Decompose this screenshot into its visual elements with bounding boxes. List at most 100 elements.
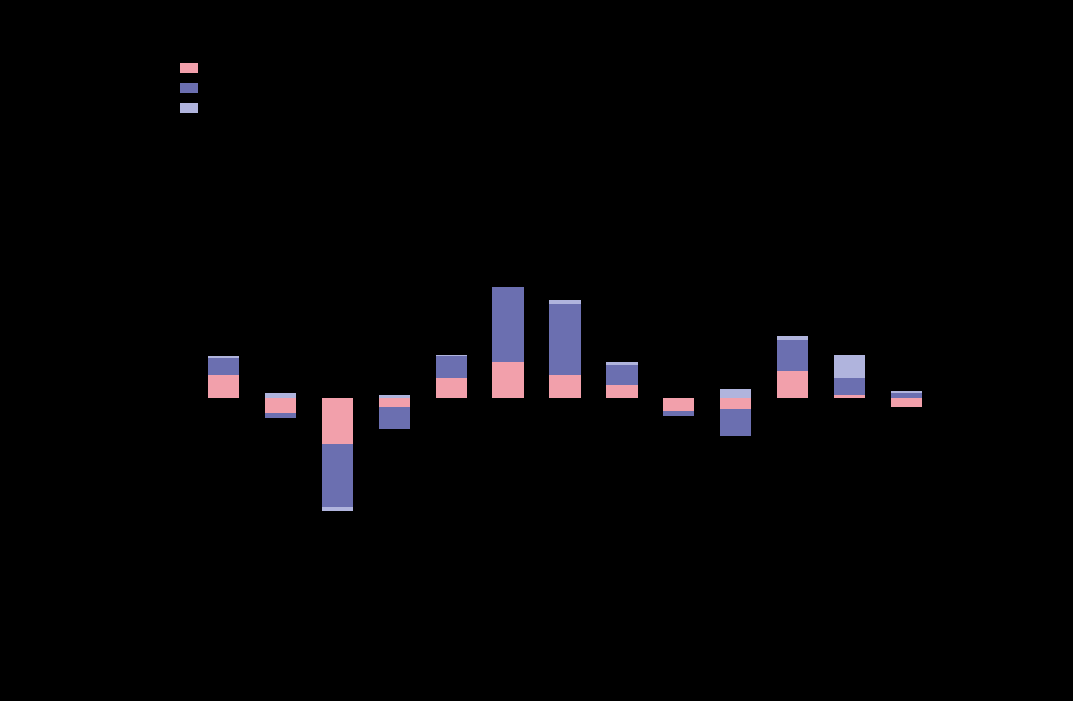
bar-segment-public xyxy=(606,362,637,366)
legend-line-icon xyxy=(180,127,198,129)
xtick-label: 2012 xyxy=(211,586,235,598)
bar-group xyxy=(720,180,751,580)
bar-segment-residential xyxy=(492,362,523,398)
bar-segment-private_ex_res xyxy=(492,287,523,362)
ytick-label: 6 xyxy=(155,283,187,295)
bar-segment-private_ex_res xyxy=(436,356,467,378)
legend-item: Private investment excl. residential con… xyxy=(180,80,459,96)
bar-group xyxy=(436,180,467,580)
legend-label: Public investment xyxy=(206,100,300,116)
xtick-label: 2016 xyxy=(439,586,463,598)
bar-group xyxy=(492,180,523,580)
bar-group xyxy=(549,180,580,580)
xtick-label: 2022f xyxy=(779,586,807,598)
xtick-label: 2014 xyxy=(325,586,349,598)
legend-label: Total investment xyxy=(206,120,293,136)
ytick-label: 8 xyxy=(155,247,187,259)
bar-segment-residential xyxy=(720,398,751,409)
bar-segment-private_ex_res xyxy=(834,378,865,394)
ytick-label: 0 xyxy=(155,392,187,404)
bar-segment-public xyxy=(777,336,808,340)
plot-area: -10-8-6-4-202468101220122013201420152016… xyxy=(195,180,935,580)
bar-segment-residential xyxy=(265,398,296,413)
bar-segment-public xyxy=(436,355,467,357)
bar-segment-private_ex_res xyxy=(379,407,410,429)
bar-group xyxy=(208,180,239,580)
bar-group xyxy=(663,180,694,580)
bar-segment-public xyxy=(265,393,296,398)
legend-swatch xyxy=(180,83,198,93)
bar-segment-private_ex_res xyxy=(720,409,751,436)
bar-segment-public xyxy=(379,395,410,399)
ytick-label: 10 xyxy=(155,210,187,222)
ytick-label: -8 xyxy=(155,538,187,550)
total-line-segment xyxy=(867,355,889,401)
bar-group xyxy=(322,180,353,580)
bar-segment-residential xyxy=(379,398,410,407)
footer-date: 6.7.2022 xyxy=(175,650,314,662)
bar-segment-public xyxy=(720,389,751,398)
xtick-label: 2020 xyxy=(667,586,691,598)
total-line-segment xyxy=(469,287,491,354)
total-line-segment xyxy=(412,355,434,426)
bar-segment-private_ex_res xyxy=(606,365,637,385)
legend-swatch xyxy=(180,63,198,73)
chart-container: Residential construction investment Priva… xyxy=(175,60,935,620)
total-line-segment xyxy=(640,362,662,417)
ytick-label: -4 xyxy=(155,465,187,477)
bar-segment-public xyxy=(208,356,239,358)
total-line-segment xyxy=(355,426,377,511)
footer-code: 38284@InvestoinnitAnnual_EN xyxy=(175,674,314,686)
bar-segment-private_ex_res xyxy=(663,411,694,416)
total-line-segment xyxy=(241,356,263,412)
bar-segment-residential xyxy=(436,378,467,398)
bar-segment-private_ex_res xyxy=(322,444,353,508)
bar-segment-public xyxy=(549,300,580,304)
bar-segment-public xyxy=(322,507,353,511)
ytick-label: 4 xyxy=(155,319,187,331)
legend-label: Private investment excl. residential con… xyxy=(206,80,459,96)
xtick-label: 2019 xyxy=(610,586,634,598)
bar-segment-private_ex_res xyxy=(549,304,580,375)
total-line-segment xyxy=(298,413,320,511)
bar-segment-residential xyxy=(322,398,353,443)
bar-group xyxy=(379,180,410,580)
legend-swatch xyxy=(180,103,198,113)
bar-group xyxy=(606,180,637,580)
legend-label: Residential construction investment xyxy=(206,60,395,76)
total-line-segment xyxy=(753,336,775,427)
bar-segment-public xyxy=(891,391,922,393)
right-axis-line xyxy=(935,180,936,580)
legend: Residential construction investment Priva… xyxy=(180,60,459,140)
xtick-label: 2024f xyxy=(893,586,921,598)
bar-segment-residential xyxy=(208,375,239,399)
xtick-label: 2018 xyxy=(553,586,577,598)
bar-segment-public xyxy=(834,355,865,379)
ytick-label: 2 xyxy=(155,356,187,368)
bar-segment-private_ex_res xyxy=(265,413,296,418)
bar-group xyxy=(834,180,865,580)
bar-segment-residential xyxy=(891,398,922,407)
bar-segment-private_ex_res xyxy=(891,393,922,398)
bar-segment-residential xyxy=(663,398,694,411)
ytick-label: 12 xyxy=(155,174,187,186)
total-line-segment xyxy=(697,416,719,427)
bar-segment-private_ex_res xyxy=(208,358,239,374)
bar-segment-private_ex_res xyxy=(777,340,808,371)
legend-item: Total investment xyxy=(180,120,459,136)
bar-group xyxy=(891,180,922,580)
chart-footer: 6.7.2022 © Bank of Finland 38284@Investo… xyxy=(175,650,314,686)
total-line-segment xyxy=(810,336,832,354)
ytick-label: -10 xyxy=(155,574,187,586)
footer-source: © Bank of Finland xyxy=(175,662,314,674)
total-line-segment xyxy=(583,300,605,362)
bar-segment-residential xyxy=(549,375,580,399)
bar-segment-residential xyxy=(834,395,865,399)
xtick-label: 2017 xyxy=(496,586,520,598)
xtick-label: 2021 xyxy=(724,586,748,598)
bar-segment-residential xyxy=(777,371,808,398)
legend-item: Residential construction investment xyxy=(180,60,459,76)
bar-group xyxy=(265,180,296,580)
legend-item: Public investment xyxy=(180,100,459,116)
ytick-label: -2 xyxy=(155,429,187,441)
